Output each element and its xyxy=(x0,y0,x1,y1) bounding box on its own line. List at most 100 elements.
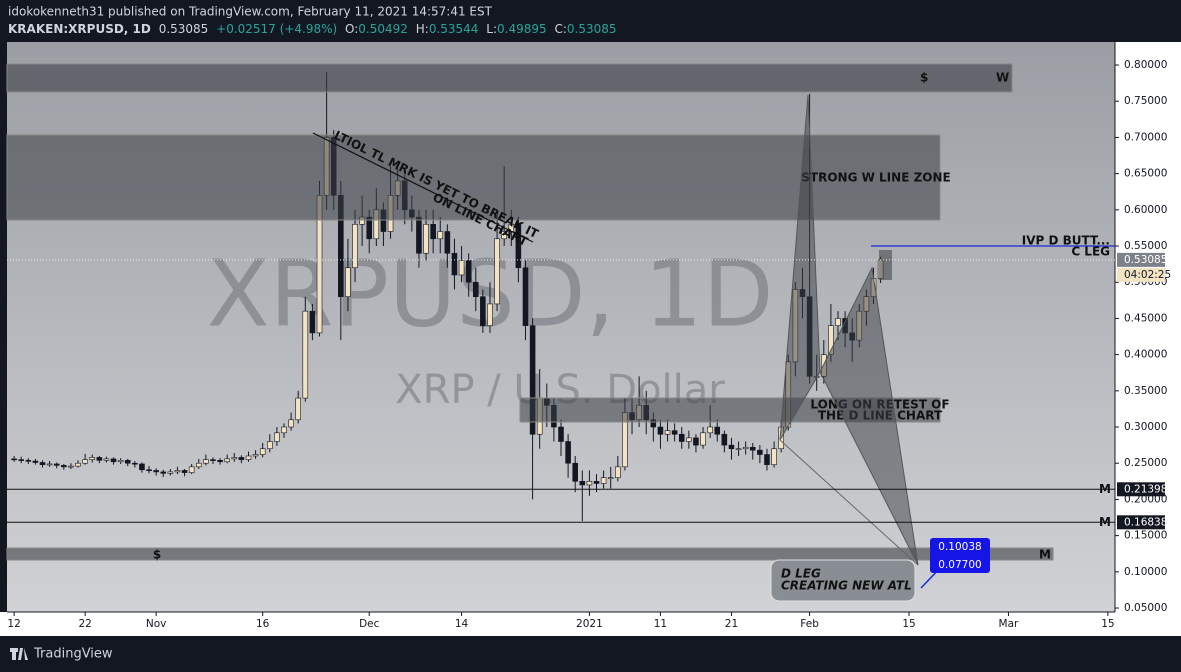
price-axis xyxy=(1115,42,1181,636)
candle-body xyxy=(423,224,429,254)
candle-body xyxy=(444,231,451,254)
candle-body xyxy=(210,459,216,461)
y-tick-label: 0.10000 xyxy=(1124,566,1167,578)
candle-body xyxy=(579,481,586,486)
candle-body xyxy=(309,310,316,334)
candle-body xyxy=(671,430,678,435)
candle-body xyxy=(721,433,728,446)
bottom-zone-right: M xyxy=(1039,548,1051,562)
candle-body xyxy=(110,458,117,463)
candle-body xyxy=(465,260,472,283)
last-price-tag xyxy=(1117,252,1165,267)
candle-body xyxy=(529,325,536,435)
candle-body xyxy=(735,448,742,451)
open-label: O: xyxy=(345,22,358,36)
y-tick-label: 0.65000 xyxy=(1124,168,1167,180)
candle-body xyxy=(458,260,465,276)
c-box xyxy=(879,250,892,280)
candle-body xyxy=(188,466,195,473)
candle-body xyxy=(749,446,756,451)
candle-body xyxy=(352,224,358,269)
y-tick-label: 0.60000 xyxy=(1124,204,1167,216)
top-zone xyxy=(6,63,1013,93)
candle-body xyxy=(430,224,436,240)
candle-body xyxy=(686,437,692,442)
x-tick-label: 22 xyxy=(78,618,91,630)
overlay: 0.05000 0.10000 0.15000 0.20000 0.25000 0.300… xyxy=(7,59,1171,630)
strong-zone xyxy=(6,134,941,221)
candle-body xyxy=(565,441,571,464)
x-tick-label: 2021 xyxy=(576,618,603,630)
candle-body xyxy=(224,458,230,463)
x-tick-label: 14 xyxy=(455,618,469,630)
d-leg-box xyxy=(770,559,916,602)
candle-body xyxy=(700,432,706,446)
pattern-bcd xyxy=(819,266,919,566)
candle-body xyxy=(274,432,280,442)
candle-body xyxy=(53,463,60,466)
logo xyxy=(10,648,28,660)
candle-body xyxy=(124,460,131,464)
level-tag xyxy=(1117,515,1165,530)
candle-body xyxy=(607,477,614,479)
candle-body xyxy=(231,457,238,460)
ivp-label: IVP D BUTT... xyxy=(1022,234,1110,248)
candle-body xyxy=(89,457,96,460)
candle-body xyxy=(757,449,763,455)
candle-body xyxy=(707,426,713,434)
candle-body xyxy=(693,437,699,446)
countdown-tag xyxy=(1117,267,1165,282)
y-tick-label: 0.55000 xyxy=(1124,240,1167,252)
candle-body xyxy=(728,444,735,450)
trendline xyxy=(312,132,534,243)
candle-body xyxy=(558,426,564,442)
x-tick-label: Dec xyxy=(359,618,380,630)
symbol: KRAKEN:XRPUSD, 1D xyxy=(8,22,151,36)
level-tag-label: 0.16838 xyxy=(1124,516,1167,528)
candle-body xyxy=(835,318,841,326)
y-tick-label: 0.25000 xyxy=(1124,457,1167,469)
x-tick-label: 21 xyxy=(725,618,738,630)
candle-body xyxy=(295,397,301,421)
candle-body xyxy=(600,477,607,484)
candle-body xyxy=(302,310,309,399)
candle-body xyxy=(96,457,103,461)
candle-body xyxy=(11,458,17,461)
blue-box xyxy=(930,538,990,573)
low-value: 0.49895 xyxy=(497,22,547,36)
candle-body xyxy=(771,448,777,465)
blue-box-2: 0.07700 xyxy=(938,559,981,571)
top-zone-left: $ xyxy=(920,71,928,85)
close-label: C: xyxy=(554,22,566,36)
candle-body xyxy=(75,462,81,467)
candle-body xyxy=(593,481,600,484)
candle-body xyxy=(167,471,174,474)
d-leg-1: D LEG xyxy=(781,567,821,581)
time-axis xyxy=(0,612,1115,636)
candle-body xyxy=(572,462,578,482)
candle-body xyxy=(181,470,188,473)
high-value: 0.53544 xyxy=(429,22,479,36)
candle-body xyxy=(714,426,721,435)
last-price: 0.53085 xyxy=(159,22,209,36)
candle-body xyxy=(25,460,32,462)
candle-body xyxy=(437,231,444,240)
brand: TradingView xyxy=(33,647,113,662)
candle-body xyxy=(657,426,664,435)
candle-body xyxy=(664,430,671,435)
candle-body xyxy=(160,471,167,474)
blue-box-1: 0.10038 xyxy=(938,541,981,553)
top-zone-right: W xyxy=(996,71,1009,85)
candle-body xyxy=(522,267,529,326)
candle-body xyxy=(480,296,486,326)
candle-body xyxy=(18,459,24,461)
x-tick-label: 12 xyxy=(7,618,20,630)
high-label: H: xyxy=(416,22,429,36)
symbol-line: KRAKEN:XRPUSD, 1D 0.53085 +0.02517 (+4.9… xyxy=(8,22,617,36)
candle-body xyxy=(252,454,259,457)
y-tick-label: 0.35000 xyxy=(1124,385,1167,397)
c-leg-label: C LEG xyxy=(1071,245,1110,259)
